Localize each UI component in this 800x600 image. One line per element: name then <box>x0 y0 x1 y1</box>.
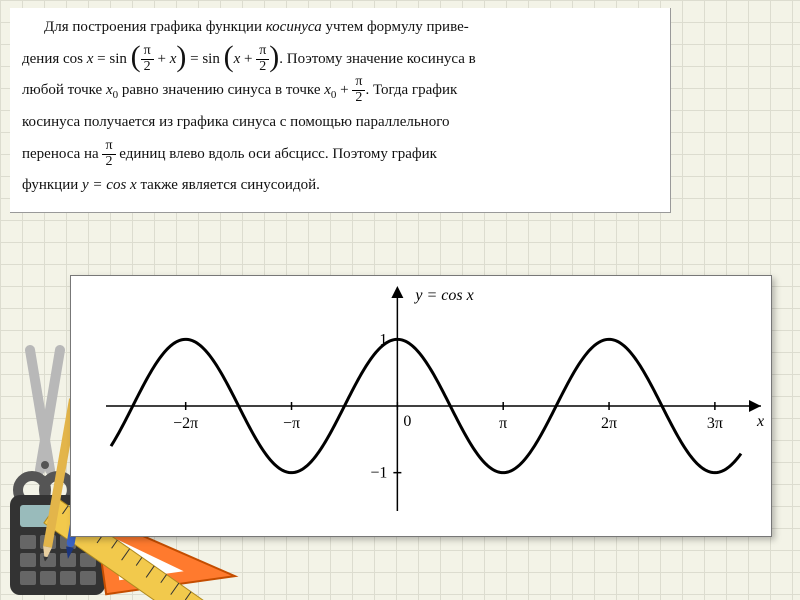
t1: Для построения графика функции <box>44 19 266 35</box>
svg-text:−2π: −2π <box>173 415 198 432</box>
t2a: дения cos <box>22 51 87 67</box>
t6c: также является синусоидой. <box>137 177 320 193</box>
t4: косинуса получается из графика синуса с … <box>22 114 450 130</box>
pi3: π <box>352 75 365 91</box>
plus2: + <box>240 51 256 67</box>
cosine-chart: −2π−π0π2π3π1−1y = cos xx <box>71 276 771 536</box>
pi2: π <box>256 44 269 60</box>
eq2: = sin <box>190 51 220 67</box>
t6a: функции <box>22 177 82 193</box>
svg-text:0: 0 <box>403 413 411 430</box>
eq1: = sin <box>93 51 126 67</box>
t2b: . Поэтому значение косинуса в <box>279 51 475 67</box>
svg-text:3π: 3π <box>707 415 723 432</box>
d4: 2 <box>102 155 115 170</box>
plus1: + <box>154 51 170 67</box>
svg-text:−1: −1 <box>370 465 387 482</box>
pi4: π <box>102 139 115 155</box>
d3: 2 <box>352 91 365 106</box>
t5b: единиц влево вдоль оси абсцисс. Поэтому … <box>116 146 437 162</box>
t1b: косинуса <box>266 19 322 35</box>
x0b: x <box>324 82 331 98</box>
plus3: + <box>336 82 352 98</box>
svg-text:2π: 2π <box>601 415 617 432</box>
cosine-chart-panel: −2π−π0π2π3π1−1y = cos xx <box>70 275 772 537</box>
t1c: учтем формулу приве- <box>322 19 469 35</box>
pi1: π <box>141 44 154 60</box>
d2: 2 <box>256 60 269 75</box>
t3c: . Тогда график <box>365 82 457 98</box>
t3a: любой точке <box>22 82 106 98</box>
svg-text:−π: −π <box>283 415 300 432</box>
t5a: переноса на <box>22 146 102 162</box>
d1: 2 <box>141 60 154 75</box>
svg-text:π: π <box>499 415 507 432</box>
svg-text:x: x <box>756 413 764 430</box>
x0a: x <box>106 82 113 98</box>
t6b: y = cos x <box>82 177 137 193</box>
t3b: равно значению синуса в точке <box>118 82 324 98</box>
svg-text:y = cos x: y = cos x <box>413 287 473 304</box>
explanation-text: Для построения графика функции косинуса … <box>10 8 671 213</box>
